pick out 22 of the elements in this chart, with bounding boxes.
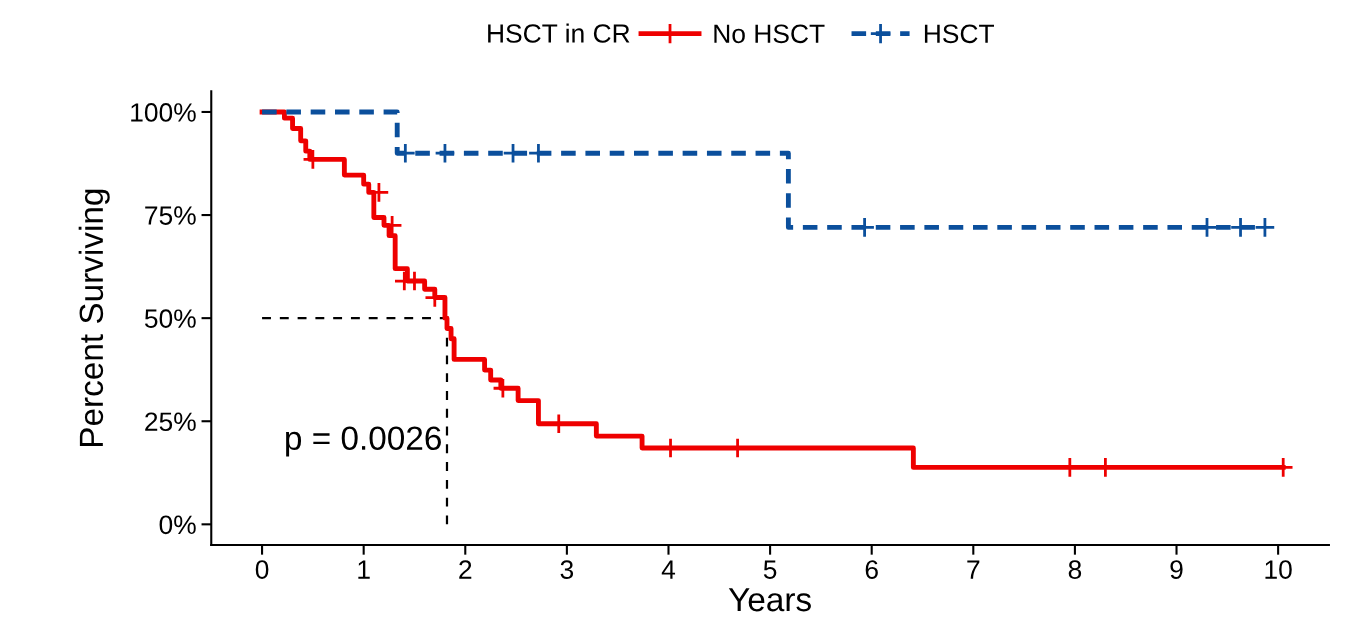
x-tick-label: 0 <box>255 560 269 579</box>
x-tick-label: 8 <box>1068 560 1082 579</box>
x-tick-label: 5 <box>763 560 777 579</box>
x-tick-label: 10 <box>1265 560 1292 579</box>
x-tick-label: 2 <box>459 560 472 579</box>
x-tick-label: 6 <box>865 560 878 579</box>
x-axis-title: Years <box>728 588 811 612</box>
y-tick-label: 50% <box>144 309 196 328</box>
y-tick-label: 75% <box>145 206 196 225</box>
y-axis-title: Percent Surviving <box>78 189 110 447</box>
x-tick-label: 1 <box>358 560 370 579</box>
y-tick-label: 25% <box>145 412 196 432</box>
x-tick-label: 7 <box>967 560 980 579</box>
annotation: p = 0.0026 <box>286 426 441 457</box>
x-tick-label: 9 <box>1170 560 1183 579</box>
legend-title: HSCT in CR <box>488 23 630 43</box>
x-tick-label: 3 <box>560 560 574 579</box>
legend-label: No HSCT <box>714 24 825 44</box>
y-tick-label: 100% <box>131 103 196 122</box>
y-tick-label: 0% <box>159 515 196 535</box>
legend-label: HSCT <box>924 24 995 44</box>
x-tick-label: 4 <box>661 560 676 579</box>
